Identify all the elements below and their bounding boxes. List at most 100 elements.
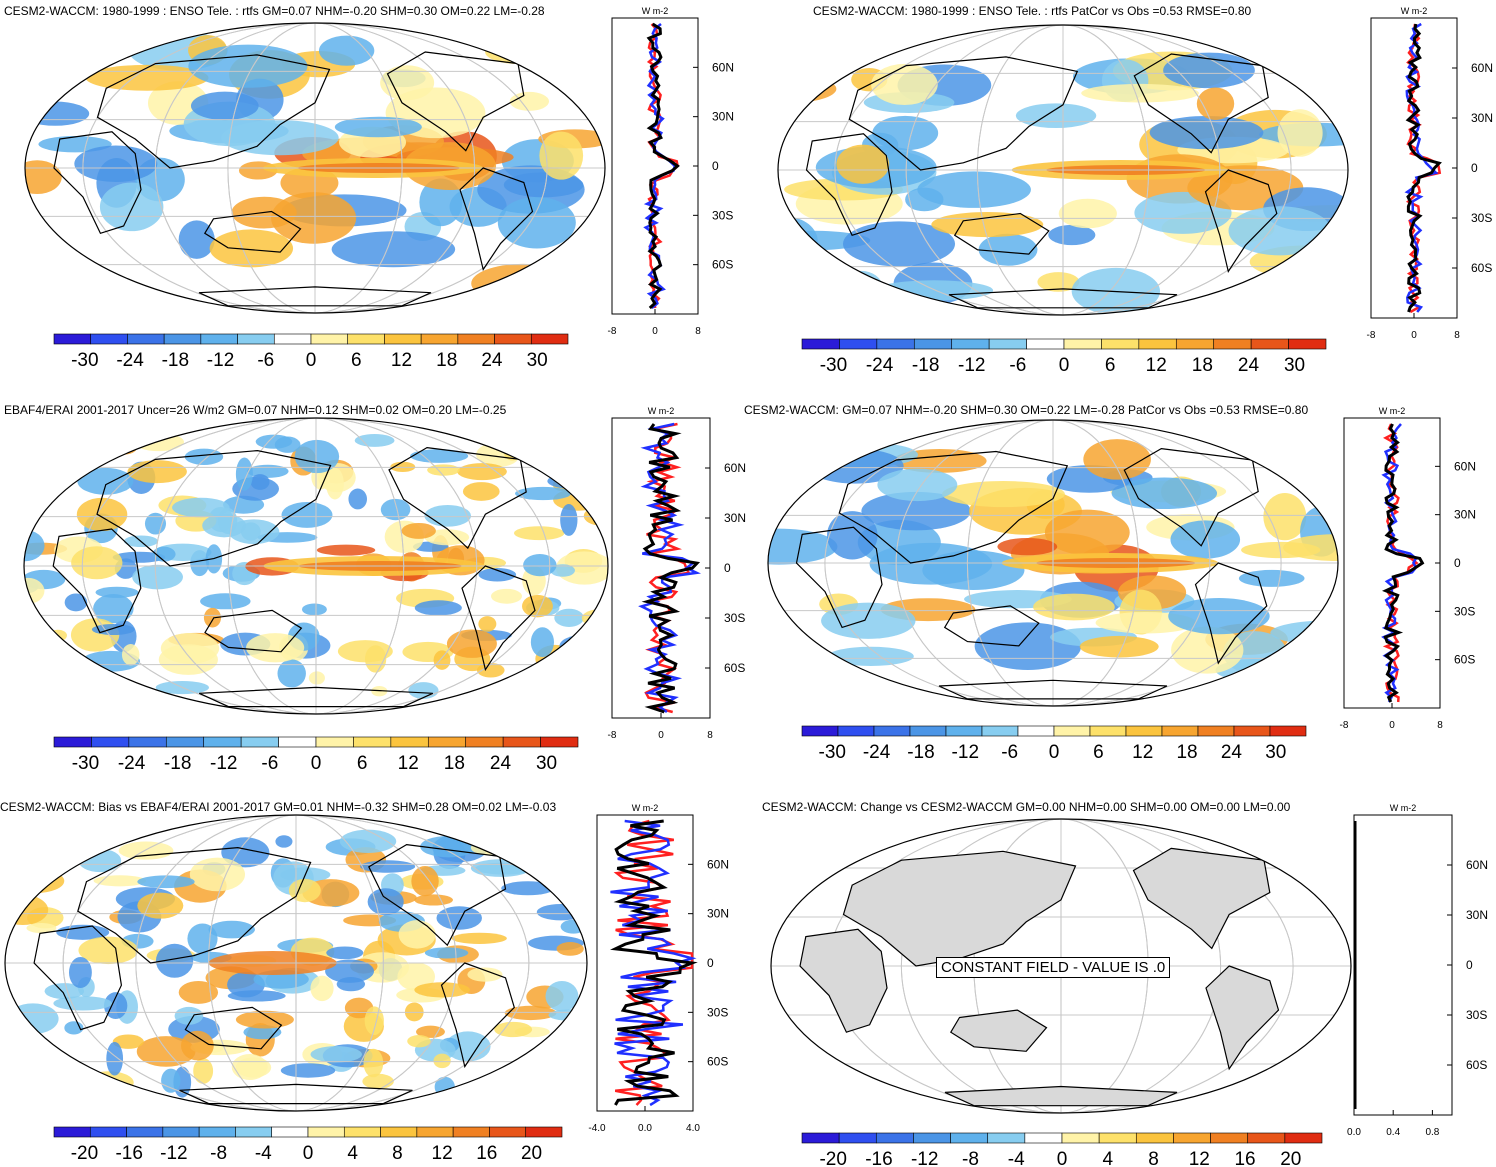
colorbar-tick-label: 0: [1059, 355, 1070, 376]
lat-tick-label: 60N: [1471, 61, 1493, 75]
colorbar-bin: [1173, 1132, 1211, 1144]
map-border: [23, 417, 609, 715]
colorbar-bin: [838, 1132, 877, 1144]
colorbar-bin: [801, 338, 840, 350]
colorbar-tick-label: 16: [476, 1143, 497, 1164]
colorbar-bin: [1161, 725, 1199, 737]
lat-tick-label: 0: [712, 159, 719, 173]
colorbar-tick-label: 18: [1192, 355, 1213, 376]
lat-tick-label: 60N: [1466, 858, 1488, 872]
x-tick-label: 0.0: [1347, 1127, 1361, 1138]
continent-outline: [96, 449, 332, 567]
lat-tick-label: 30S: [712, 208, 733, 222]
colorbar-bin: [457, 333, 495, 345]
colorbar-bin: [909, 725, 947, 737]
colorbar-bin: [203, 736, 242, 748]
colorbar-bin: [1247, 1132, 1286, 1144]
colorbar-tick-label: -30: [820, 355, 847, 376]
constant-field-note: CONSTANT FIELD - VALUE IS .0: [936, 957, 1171, 978]
colorbar-bin: [951, 338, 990, 350]
lat-tick-label: 60N: [724, 461, 746, 475]
colorbar-tick-label: 24: [490, 753, 512, 774]
colorbar-bin: [200, 333, 238, 345]
colorbar-tick-label: -20: [71, 1143, 98, 1164]
colorbar-tick-label: 24: [481, 350, 503, 371]
panel-6: -20 -16 -12 -8 -4 0 4 8 12 16 20 60N 30N 0 30S 60S 0.0 0.…: [770, 803, 1488, 1167]
colorbar-tick-label: -24: [116, 350, 144, 371]
zonal-mean-series: [1381, 423, 1425, 703]
continent-outline: [459, 167, 534, 271]
colorbar-bin: [1210, 1132, 1249, 1144]
colorbar-bin: [1233, 725, 1271, 737]
continent-outline: [948, 288, 1178, 309]
colorbar-tick-label: 8: [1148, 1149, 1159, 1167]
continent-outline: [204, 609, 303, 653]
colorbar-bin: [873, 725, 911, 737]
colorbar-bin: [1024, 1132, 1063, 1144]
panel-2-title: CESM2-WACCM: 1980-1999 : ENSO Tele. : rt…: [813, 4, 1252, 18]
colorbar-bin: [90, 333, 128, 345]
colorbar-tick-label: 12: [398, 753, 419, 774]
colorbar-tick-label: -30: [72, 753, 99, 774]
colorbar-bin: [540, 736, 579, 748]
colorbar-bin: [876, 338, 915, 350]
colorbar-bin: [1061, 1132, 1100, 1144]
colorbar-bin: [347, 333, 385, 345]
lat-tick-label: 60S: [707, 1055, 728, 1069]
colorbar-bin: [1269, 725, 1307, 737]
units-label: W m-2: [1379, 406, 1406, 416]
continent-outline: [96, 54, 331, 169]
colorbar-tick-label: -16: [865, 1149, 892, 1167]
units-label: W m-2: [632, 803, 659, 813]
continent-outline: [943, 605, 1040, 647]
colorbar-bin: [1197, 725, 1235, 737]
colorbar-bin: [502, 736, 541, 748]
colorbar-bin: [875, 1132, 914, 1144]
panel-2-map: [778, 25, 1348, 315]
colorbar-tick-label: 18: [1176, 742, 1197, 763]
colorbar-bin: [162, 1126, 200, 1138]
colorbar-tick-label: 0: [1049, 742, 1060, 763]
zonal-mean-series: [1404, 22, 1439, 313]
panel-2: -30 -24 -18 -12 -6 0 6 12 18 24 30 60N 30N 0 30S 60S -8 0…: [777, 6, 1493, 376]
units-label: W m-2: [648, 406, 675, 416]
colorbar-bin: [945, 725, 983, 737]
colorbar-bin: [1026, 338, 1065, 350]
x-tick-label: 0.0: [638, 1123, 652, 1134]
zonal-mean-frame: [1343, 417, 1441, 709]
colorbar-bin: [380, 1126, 418, 1138]
map-border: [770, 818, 1352, 1114]
colorbar-bin: [1288, 338, 1327, 350]
colorbar-bin: [53, 736, 92, 748]
lat-tick-label: 60N: [712, 60, 734, 74]
panel-4-map: [768, 420, 1338, 706]
colorbar-bin: [1250, 338, 1289, 350]
colorbar-bin: [1101, 338, 1140, 350]
colorbar-tick-label: -6: [261, 753, 278, 774]
colorbar-bin: [198, 1126, 236, 1138]
continent-outline: [805, 133, 893, 237]
continent-outline: [461, 565, 536, 672]
panel-4: -30 -24 -18 -12 -6 0 6 12 18 24 30 60N 30N 0 30S 60S -8 0…: [767, 406, 1476, 763]
colorbar-bin: [89, 1126, 127, 1138]
zonal-mean-series: [610, 819, 698, 1106]
continent-outline: [1205, 965, 1280, 1071]
colorbar-tick-label: 6: [1105, 355, 1116, 376]
colorbar-bin: [1213, 338, 1252, 350]
colorbar-tick-label: -30: [71, 350, 98, 371]
colorbar-bin: [163, 333, 202, 345]
lat-tick-label: 0: [707, 956, 714, 970]
zonal-mean-series: [646, 22, 680, 310]
colorbar-tick-label: 30: [1284, 355, 1305, 376]
colorbar-bin: [240, 736, 279, 748]
continent-outline: [949, 1009, 1048, 1052]
continent-outline: [368, 843, 507, 947]
lat-tick-label: 0: [1466, 958, 1473, 972]
continent-outline: [179, 1083, 413, 1105]
panel-5-title: CESM2-WACCM: Bias vs EBAF4/ERAI 2001-201…: [0, 800, 557, 814]
colorbar-bin: [489, 1126, 527, 1138]
colorbar-bin: [128, 736, 167, 748]
colorbar-tick-label: 0: [306, 350, 317, 371]
colorbar-tick-label: -6: [257, 350, 274, 371]
units-label: W m-2: [642, 6, 669, 16]
